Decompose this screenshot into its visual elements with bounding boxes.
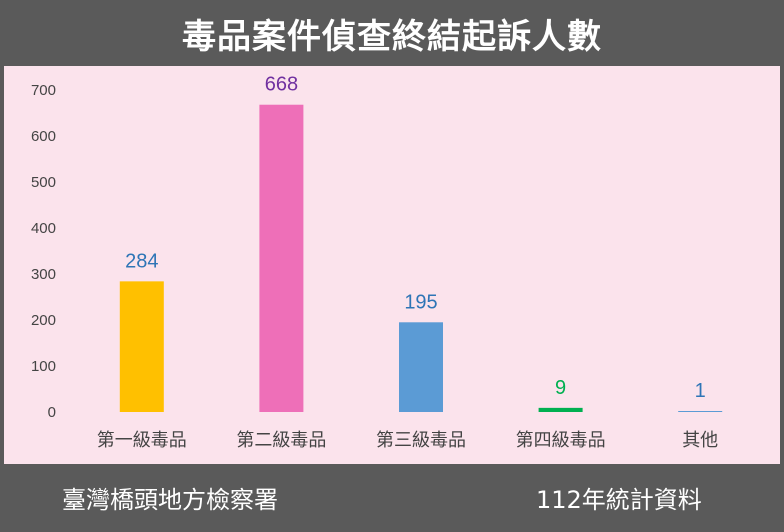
- bar: [678, 411, 723, 412]
- y-tick-label: 500: [31, 174, 56, 191]
- x-tick-label: 第二級毒品: [236, 430, 326, 451]
- bar: [259, 104, 304, 412]
- bar: [399, 322, 443, 412]
- x-axis: 第一級毒品 第二級毒品 第三級毒品 第四級毒品 其他: [97, 430, 718, 451]
- data-label: 9: [555, 377, 566, 399]
- y-axis: 0 100 200 300 400 500 600 700: [31, 82, 56, 421]
- x-tick-label: 第四級毒品: [516, 430, 606, 451]
- y-tick-label: 200: [31, 312, 56, 329]
- data-label: 195: [404, 291, 437, 313]
- data-label: 668: [265, 74, 298, 96]
- x-tick-label: 第三級毒品: [376, 430, 466, 451]
- x-tick-label: 其他: [682, 430, 718, 451]
- y-tick-label: 300: [31, 266, 56, 283]
- title-bar: 毒品案件偵查終結起訴人數: [0, 0, 784, 66]
- data-label: 284: [125, 250, 158, 272]
- bar-chart: 0 100 200 300 400 500 600 700 284 668 195 9 1 第一級毒品…: [31, 74, 723, 451]
- footer: 臺灣橋頭地方檢察署 112年統計資料: [0, 466, 784, 532]
- footer-source: 臺灣橋頭地方檢察署: [62, 486, 278, 514]
- bar: [119, 281, 164, 412]
- y-tick-label: 400: [31, 220, 56, 237]
- x-tick-label: 第一級毒品: [97, 430, 187, 451]
- y-tick-label: 0: [48, 404, 56, 421]
- bars: [119, 104, 723, 412]
- chart-title: 毒品案件偵查終結起訴人數: [182, 16, 602, 57]
- data-label: 1: [695, 380, 706, 402]
- footer-note: 112年統計資料: [536, 486, 702, 514]
- data-labels: 284 668 195 9 1: [125, 74, 706, 402]
- bar: [538, 407, 583, 412]
- y-tick-label: 100: [31, 358, 56, 375]
- y-tick-label: 700: [31, 82, 56, 99]
- y-tick-label: 600: [31, 128, 56, 145]
